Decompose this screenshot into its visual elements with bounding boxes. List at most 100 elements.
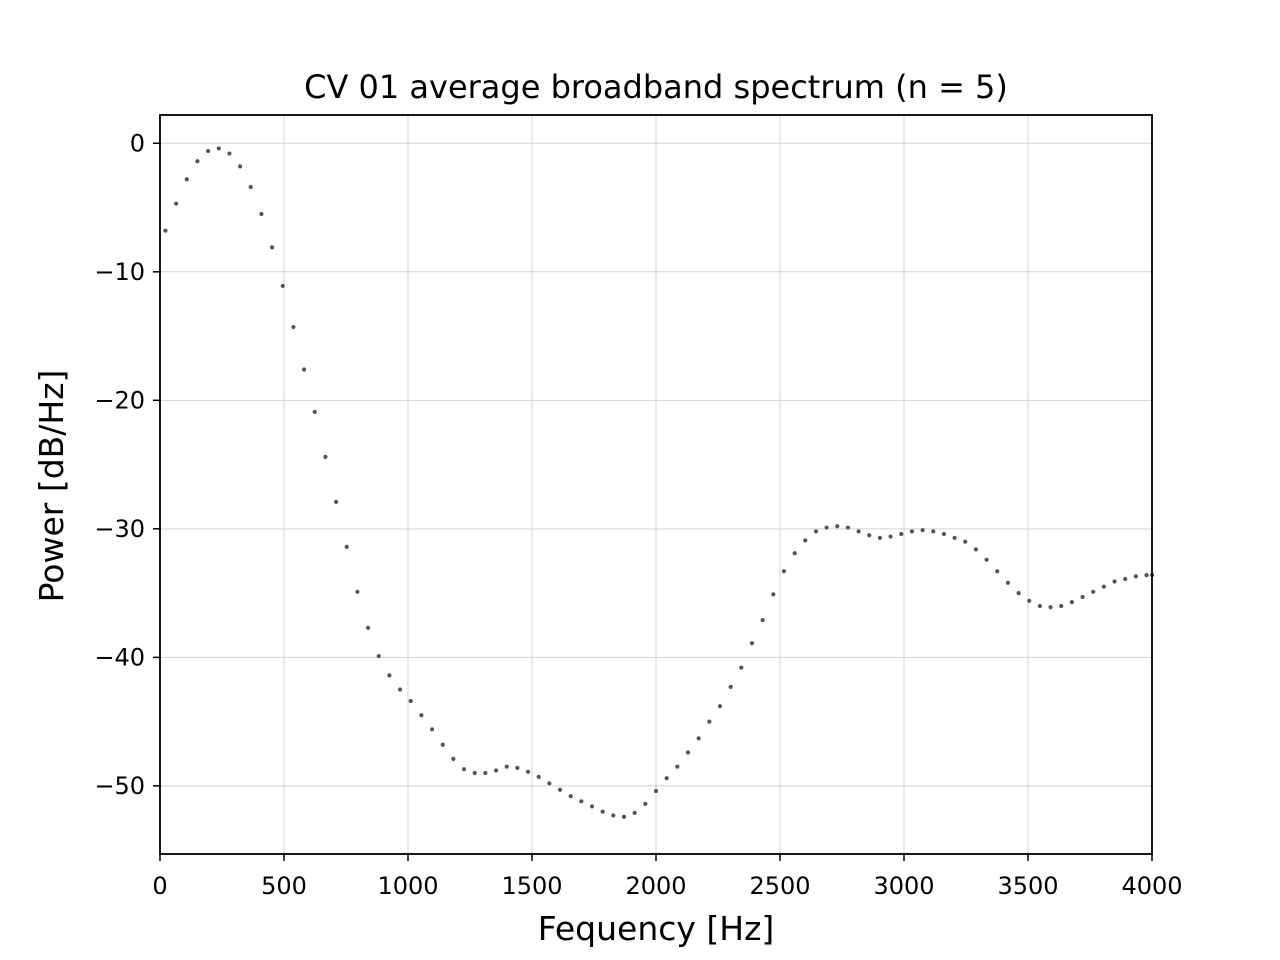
data-point [536,774,541,779]
data-point [675,764,680,769]
data-point [248,184,253,190]
data-point [685,750,691,755]
data-point [238,164,243,169]
data-point [643,801,648,806]
data-point [632,810,637,815]
data-point [184,177,189,182]
data-point [515,765,520,770]
data-point [1080,594,1085,600]
data-point [301,367,307,372]
data-point [835,524,840,529]
data-point [920,528,925,533]
data-point [579,799,584,804]
y-axis-label: Power [dB/Hz] [32,370,71,603]
data-point [365,625,371,630]
data-point [867,533,872,538]
data-point [931,529,936,534]
data-point [739,665,744,670]
data-point [877,535,883,540]
data-point [803,538,808,543]
data-point [717,704,723,709]
data-point [952,535,957,540]
data-point [397,687,403,692]
data-point [600,809,605,814]
data-point [216,146,221,151]
data-point [653,788,659,794]
data-point [174,201,179,206]
x-tick-label: 2000 [625,872,686,900]
data-point [206,148,211,154]
x-tick-label: 4000 [1121,872,1182,900]
x-axis-label: Fequency [Hz] [538,909,775,948]
data-point [355,589,360,594]
data-point [771,592,776,597]
data-point [696,736,701,741]
data-point [419,713,424,718]
data-point [1005,580,1011,585]
data-point [1123,576,1128,582]
data-point [856,529,861,534]
x-tick-label: 3000 [873,872,934,900]
x-tick-label: 0 [152,872,167,900]
y-tick-label: −20 [94,386,145,414]
data-point [813,529,819,534]
data-point [1069,599,1074,605]
chart-title: CV 01 average broadband spectrum (n = 5) [304,68,1008,106]
data-point [440,742,445,747]
data-point [792,551,797,556]
x-tick-label: 1000 [377,872,438,900]
data-point [621,814,627,819]
y-tick-label: −10 [94,258,145,286]
data-point [344,544,349,549]
data-point [973,547,979,552]
data-point [376,653,381,659]
data-point [323,454,328,459]
data-point [1037,603,1043,609]
data-point [1144,573,1149,578]
y-tick-label: −30 [94,515,145,543]
data-point [227,151,232,156]
data-point [1059,603,1064,609]
data-point [1101,584,1106,589]
x-tick-label: 500 [261,872,307,900]
data-point [611,813,616,818]
data-point [333,499,339,504]
data-point [291,324,296,330]
data-point [163,228,168,233]
data-point [888,534,893,539]
data-point [760,617,765,623]
data-point [995,569,1000,574]
data-point [312,409,317,414]
data-point [749,641,755,646]
y-axis: 0 −10 −20 −30 −40 −50 [94,129,160,800]
data-point [1027,598,1032,603]
data-point [451,756,456,761]
y-tick-label: −40 [94,643,145,671]
data-point [1016,591,1021,596]
data-point [429,727,435,732]
data-point [568,794,573,799]
data-point [1112,579,1117,584]
data-point [504,764,509,769]
data-point [824,525,829,530]
data-point [1091,589,1096,594]
data-point [1133,574,1138,579]
data-point [269,245,275,250]
data-point [941,531,947,537]
data-point [557,787,563,792]
data-point [707,719,712,724]
data-point [909,529,915,534]
grid [160,115,1152,854]
x-tick-label: 1500 [501,872,562,900]
data-point [664,776,669,781]
data-point [461,767,467,772]
data-point [963,539,968,544]
data-point [472,770,477,776]
data-point [525,769,531,774]
data-series [163,146,1155,819]
data-point [728,684,733,690]
data-point [408,698,413,704]
x-axis: 0 500 1000 1500 2000 2500 3000 3500 4000 [152,854,1183,900]
data-point [899,531,904,537]
